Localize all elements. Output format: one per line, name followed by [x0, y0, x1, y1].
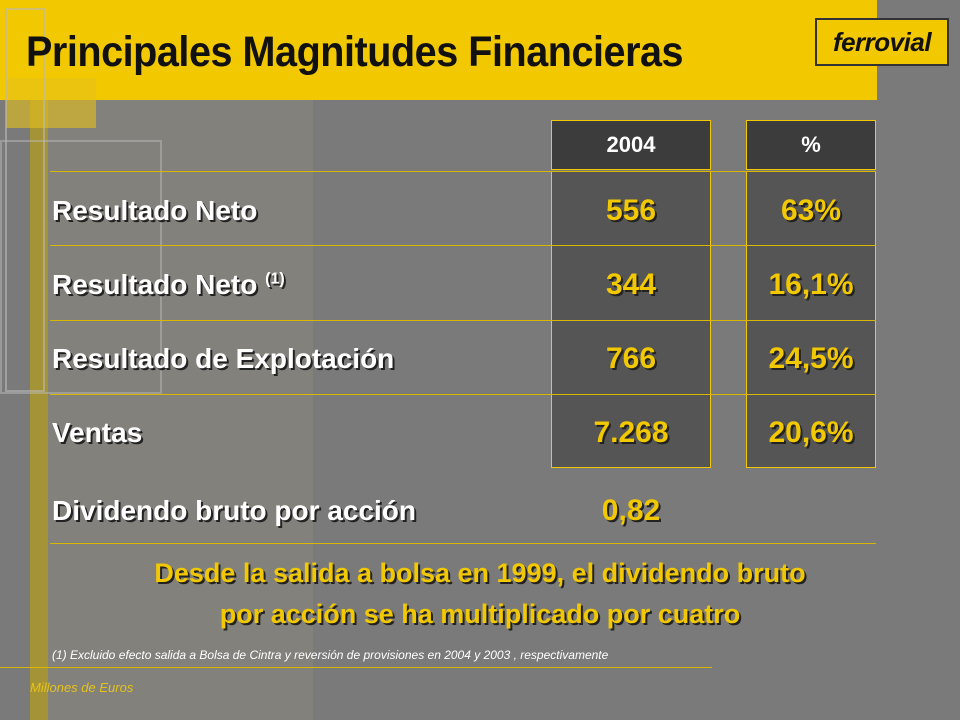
- row-divider: [50, 394, 876, 395]
- dividend-note-line-1: Desde la salida a bolsa en 1999, el divi…: [154, 558, 806, 588]
- dividend-note-line-2: por acción se ha multiplicado por cuatro: [219, 599, 741, 629]
- year-values-box: [551, 171, 711, 468]
- row-label-text: Resultado de Explotación: [52, 343, 395, 374]
- row-label-resultado-explotacion: Resultado de Explotación: [52, 343, 394, 375]
- logo-text: ferrovial: [832, 26, 932, 57]
- percent-ventas: 20,6%: [768, 416, 854, 449]
- row-label-text: Resultado Neto: [52, 269, 266, 300]
- value-resultado-neto: 556: [605, 194, 657, 227]
- value-dividendo: 0,82: [601, 494, 661, 527]
- background-frame-decoration: [5, 8, 45, 392]
- row-label-text: Ventas: [52, 417, 143, 448]
- column-header-year: 2004: [551, 120, 711, 170]
- row-divider: [50, 543, 876, 544]
- percent-values-box: [746, 171, 876, 468]
- page-title: Principales Magnitudes Financieras: [26, 28, 684, 76]
- row-label-resultado-neto: Resultado Neto: [52, 195, 257, 227]
- row-divider: [50, 320, 876, 321]
- percent-resultado-explotacion: 24,5%: [768, 342, 854, 375]
- background-frame-decoration: [0, 140, 162, 394]
- row-label-dividendo: Dividendo bruto por acción: [52, 495, 417, 526]
- background-square-decoration: [6, 78, 96, 128]
- value-resultado-explotacion: 766: [605, 342, 657, 375]
- background-column-decoration: [48, 100, 313, 720]
- footnote: (1) Excluido efecto salida a Bolsa de Ci…: [52, 648, 609, 662]
- percent-resultado-neto-1: 16,1%: [768, 268, 854, 301]
- row-divider: [50, 245, 876, 246]
- row-label-resultado-neto-1: Resultado Neto (1): [52, 269, 285, 301]
- ferrovial-logo: ferrovial: [815, 18, 949, 66]
- row-label-ventas: Ventas: [52, 417, 142, 449]
- row-divider: [50, 171, 876, 172]
- value-ventas: 7.268: [593, 416, 669, 449]
- row-label-text: Resultado Neto: [52, 195, 258, 226]
- value-resultado-neto-1: 344: [605, 268, 657, 301]
- footnote-divider: [0, 667, 712, 668]
- footnote-marker: (1): [265, 270, 285, 288]
- title-banner: [0, 0, 877, 100]
- column-header-percent: %: [746, 120, 876, 170]
- units-caption: Millones de Euros: [30, 680, 134, 695]
- percent-resultado-neto: 63%: [780, 194, 842, 227]
